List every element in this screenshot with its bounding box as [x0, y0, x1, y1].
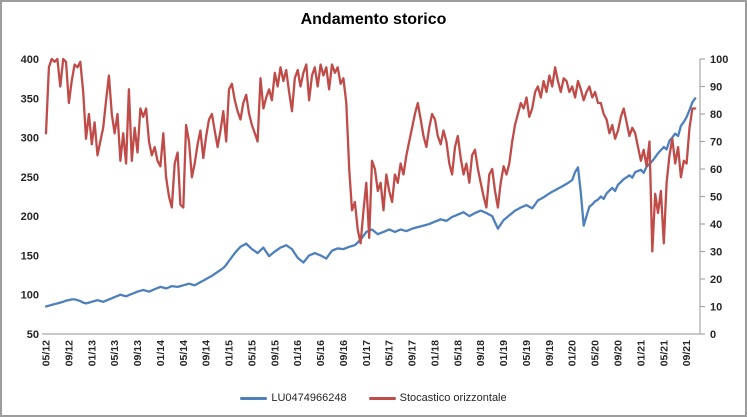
right-axis-tick-label: 100 [710, 54, 728, 66]
x-axis-tick-label: 05/18 [452, 340, 464, 366]
legend-item-stochastic: Stocastico orizzontale [368, 392, 507, 404]
left-axis-tick-label: 50 [27, 329, 39, 341]
legend: LU0474966248 Stocastico orizzontale [2, 392, 745, 404]
right-axis-tick-label: 60 [710, 164, 722, 176]
x-axis-tick-label: 09/20 [613, 340, 625, 366]
right-axis-tick-label: 40 [710, 219, 722, 231]
right-axis-tick-label: 20 [710, 274, 722, 286]
x-axis-tick-label: 05/12 [41, 340, 53, 366]
chart-title: Andamento storico [300, 11, 447, 28]
left-axis-tick-label: 100 [21, 290, 39, 302]
legend-label-fund: LU0474966248 [271, 392, 347, 404]
x-axis-tick-label: 05/17 [384, 340, 396, 366]
legend-line-icon-blue [240, 396, 268, 400]
x-axis-tick-label: 01/18 [429, 340, 441, 366]
left-axis-tick-label: 250 [21, 172, 39, 184]
x-axis-tick-label: 01/21 [635, 340, 647, 366]
x-axis-tick-label: 01/14 [155, 340, 167, 366]
x-axis-tick-label: 05/21 [658, 340, 670, 366]
series-line-stochastic [44, 57, 697, 253]
right-axis-tick-label: 70 [710, 137, 722, 149]
x-axis-tick-label: 01/15 [224, 340, 236, 366]
x-axis-tick-label: 09/12 [63, 340, 75, 366]
x-axis-tick-label: 01/20 [567, 340, 579, 366]
x-axis-tick-label: 09/14 [201, 340, 213, 366]
right-axis-tick-label: 10 [710, 302, 722, 314]
left-axis-tick-label: 350 [21, 93, 39, 105]
x-axis-tick-label: 01/17 [361, 340, 373, 366]
left-axis-tick-label: 300 [21, 133, 39, 145]
right-axis-tick-label: 0 [710, 329, 716, 341]
legend-item-fund: LU0474966248 [240, 392, 347, 404]
right-axis-tick-label: 30 [710, 247, 722, 259]
x-axis-tick-label: 01/16 [292, 340, 304, 366]
x-axis-tick-label: 09/21 [681, 340, 693, 366]
x-axis-tick-label: 09/13 [132, 340, 144, 366]
x-axis-tick-label: 05/14 [178, 340, 190, 366]
x-axis-tick-label: 09/15 [269, 340, 281, 366]
x-axis-tick-label: 01/13 [86, 340, 98, 366]
right-axis-tick-label: 50 [710, 192, 722, 204]
x-axis-tick-label: 01/19 [498, 340, 510, 366]
right-axis-tick-label: 90 [710, 82, 722, 94]
right-axis-tick-label: 80 [710, 109, 722, 121]
left-axis-tick-label: 200 [21, 211, 39, 223]
x-axis-tick-label: 05/15 [246, 340, 258, 366]
x-axis-tick-label: 09/19 [544, 340, 556, 366]
x-axis-tick-label: 09/17 [407, 340, 419, 366]
legend-line-icon-red [368, 396, 396, 400]
x-axis-tick-label: 05/20 [590, 340, 602, 366]
x-axis-tick-label: 05/13 [109, 340, 121, 366]
x-axis-tick-label: 05/16 [315, 340, 327, 366]
x-axis-tick-label: 09/16 [338, 340, 350, 366]
left-axis-tick-label: 400 [21, 54, 39, 66]
x-axis-tick-label: 09/18 [475, 340, 487, 366]
x-axis-tick-label: 05/19 [521, 340, 533, 366]
left-axis-tick-label: 150 [21, 250, 39, 262]
legend-label-stochastic: Stocastico orizzontale [399, 392, 507, 404]
